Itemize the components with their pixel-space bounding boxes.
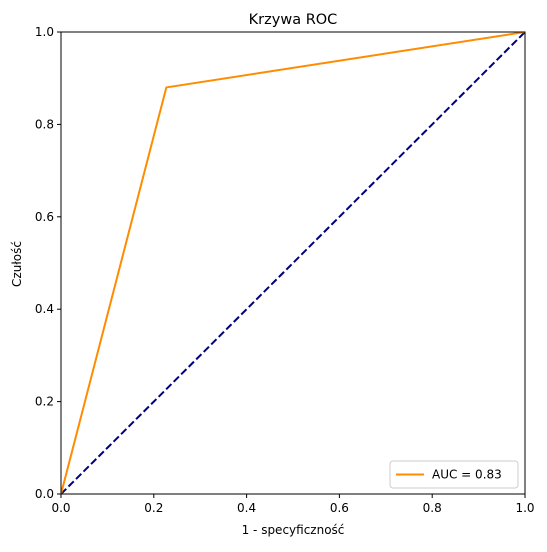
- chart-title: Krzywa ROC: [249, 12, 338, 28]
- x-axis-label: 1 - specyficzność: [242, 523, 345, 537]
- y-tick-label: 0.6: [35, 210, 54, 224]
- plot-area: [61, 32, 525, 494]
- legend-label: AUC = 0.83: [432, 468, 502, 482]
- x-tick-label: 0.8: [423, 501, 442, 515]
- x-tick-label: 1.0: [515, 501, 534, 515]
- x-tick-label: 0.2: [144, 501, 163, 515]
- legend: AUC = 0.83: [390, 461, 518, 488]
- y-tick-label: 0.8: [35, 117, 54, 131]
- x-tick-label: 0.6: [330, 501, 349, 515]
- y-tick-label: 0.2: [35, 395, 54, 409]
- y-axis-label: Czułość: [10, 241, 24, 287]
- y-tick-label: 0.4: [35, 302, 54, 316]
- x-tick-label: 0.0: [51, 501, 70, 515]
- y-tick-label: 1.0: [35, 25, 54, 39]
- x-tick-label: 0.4: [237, 501, 256, 515]
- y-tick-label: 0.0: [35, 487, 54, 501]
